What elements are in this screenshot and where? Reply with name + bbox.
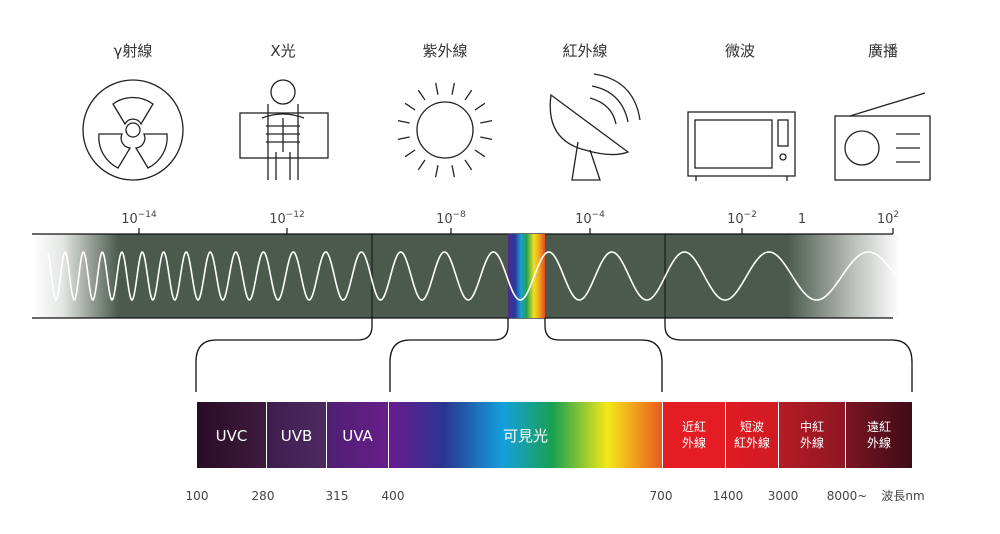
- spectrum-band: [32, 234, 900, 318]
- segment-label: 紅外線: [734, 435, 770, 450]
- xray-icon: [239, 79, 329, 180]
- scale-tick-label: 10−4: [575, 210, 605, 227]
- radiation-icon: [82, 79, 184, 181]
- visible-light-strip: [508, 234, 545, 318]
- segment-box: [327, 402, 388, 468]
- category-label: 廣播: [868, 42, 898, 60]
- wavelength-label: 400: [382, 489, 405, 503]
- scale-tick-label: 1: [798, 212, 806, 227]
- segment-box: [726, 402, 778, 468]
- category-label: 微波: [725, 42, 755, 60]
- wavelength-label: 315: [326, 489, 349, 503]
- segment-label: 遠紅: [867, 420, 891, 434]
- segment-label: 中紅: [800, 419, 824, 434]
- segment-label: UVC: [216, 427, 248, 445]
- segment-box: [267, 402, 326, 468]
- wave-line: [47, 250, 897, 302]
- segment-box: [663, 402, 725, 468]
- nm-labels: 100 280 315 400 700 1400 3000 8000~ 波長nm: [186, 489, 925, 503]
- category-label: 紅外線: [562, 42, 607, 60]
- scale-tick-label: 10−2: [727, 210, 757, 227]
- scale-tick-label: 10−12: [269, 210, 305, 227]
- brackets: [195, 318, 913, 392]
- segment-label: 外線: [800, 435, 824, 450]
- segment-box: [846, 402, 912, 468]
- wavelength-label: 1400: [713, 489, 744, 503]
- segment-label: 近紅: [682, 420, 706, 434]
- ir-bracket: [664, 318, 913, 392]
- satellite-dish-icon: [549, 73, 641, 181]
- segment-box: [389, 402, 662, 468]
- wavelength-label: 700: [650, 489, 673, 503]
- microwave-oven-icon: [687, 111, 796, 181]
- visible-bracket-left: [389, 318, 509, 392]
- wavelength-scale: 10−14 10−12 10−8 10−4 10−2 1 102: [121, 210, 899, 234]
- segment-label: 外線: [682, 435, 706, 450]
- category-label: X光: [270, 42, 295, 60]
- segment-label: 可見光: [503, 427, 548, 445]
- scale-tick-label: 102: [877, 210, 899, 227]
- wavelength-label: 8000~: [827, 489, 868, 503]
- category-labels: γ射線 X光 紫外線 紅外線 微波 廣播: [114, 42, 898, 60]
- wavelength-label: 波長nm: [881, 489, 924, 503]
- category-label: γ射線: [114, 42, 153, 60]
- uv-bracket: [195, 318, 373, 392]
- segment-label: UVA: [342, 427, 373, 445]
- scale-tick-label: 10−14: [121, 210, 157, 227]
- radio-icon: [834, 92, 931, 181]
- segment-box: [779, 402, 845, 468]
- visible-bracket-right: [544, 318, 663, 392]
- wavelength-label: 3000: [768, 489, 799, 503]
- wavelength-label: 100: [186, 489, 209, 503]
- segment-box: [197, 402, 266, 468]
- segment-label: 短波: [740, 420, 764, 434]
- wavelength-label: 280: [252, 489, 275, 503]
- sun-icon: [397, 82, 493, 178]
- category-label: 紫外線: [422, 42, 467, 60]
- scale-tick-label: 10−8: [436, 210, 466, 227]
- segment-label: UVB: [281, 427, 313, 445]
- segment-label: 外線: [867, 435, 891, 450]
